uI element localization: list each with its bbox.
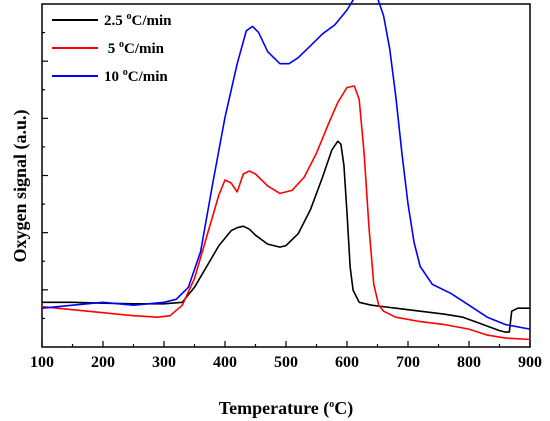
legend-label-2-5: 2.5 oC/min: [104, 11, 172, 29]
x-tick-label: 400: [213, 354, 237, 371]
x-tick-label: 200: [91, 354, 115, 371]
x-tick-label: 100: [30, 354, 54, 371]
x-tick-label: 700: [396, 354, 420, 371]
series-line-1: [41, 85, 531, 341]
x-tick-label: 600: [335, 354, 359, 371]
x-axis-title: Temperature (oC): [219, 398, 353, 419]
legend-label-10: 10 oC/min: [104, 67, 168, 85]
x-tick-label: 300: [152, 354, 176, 371]
legend-label-5: 5 oC/min: [104, 39, 165, 57]
series-line-0: [42, 140, 530, 333]
x-tick-label: 900: [518, 354, 542, 371]
x-tick-label: 800: [457, 354, 481, 371]
legend: 2.5 oC/min 5 oC/min 10 oC/min: [52, 11, 172, 85]
y-axis-ticks: [42, 31, 48, 320]
series-line-2: [41, 0, 531, 330]
series-lines: [41, 0, 531, 341]
x-tick-label: 500: [274, 354, 298, 371]
x-axis-ticks: 100 200 300 400 500 600 700 800 900: [30, 341, 542, 371]
y-axis-title: Oxygen signal (a.u.): [10, 109, 31, 262]
